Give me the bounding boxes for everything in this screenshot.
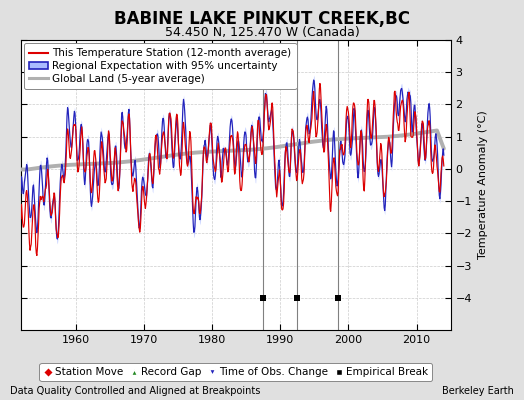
Text: 54.450 N, 125.470 W (Canada): 54.450 N, 125.470 W (Canada) xyxy=(165,26,359,39)
Y-axis label: Temperature Anomaly (°C): Temperature Anomaly (°C) xyxy=(477,111,487,259)
Text: Data Quality Controlled and Aligned at Breakpoints: Data Quality Controlled and Aligned at B… xyxy=(10,386,261,396)
Text: BABINE LAKE PINKUT CREEK,BC: BABINE LAKE PINKUT CREEK,BC xyxy=(114,10,410,28)
Legend: Station Move, Record Gap, Time of Obs. Change, Empirical Break: Station Move, Record Gap, Time of Obs. C… xyxy=(39,363,432,381)
Text: Berkeley Earth: Berkeley Earth xyxy=(442,386,514,396)
